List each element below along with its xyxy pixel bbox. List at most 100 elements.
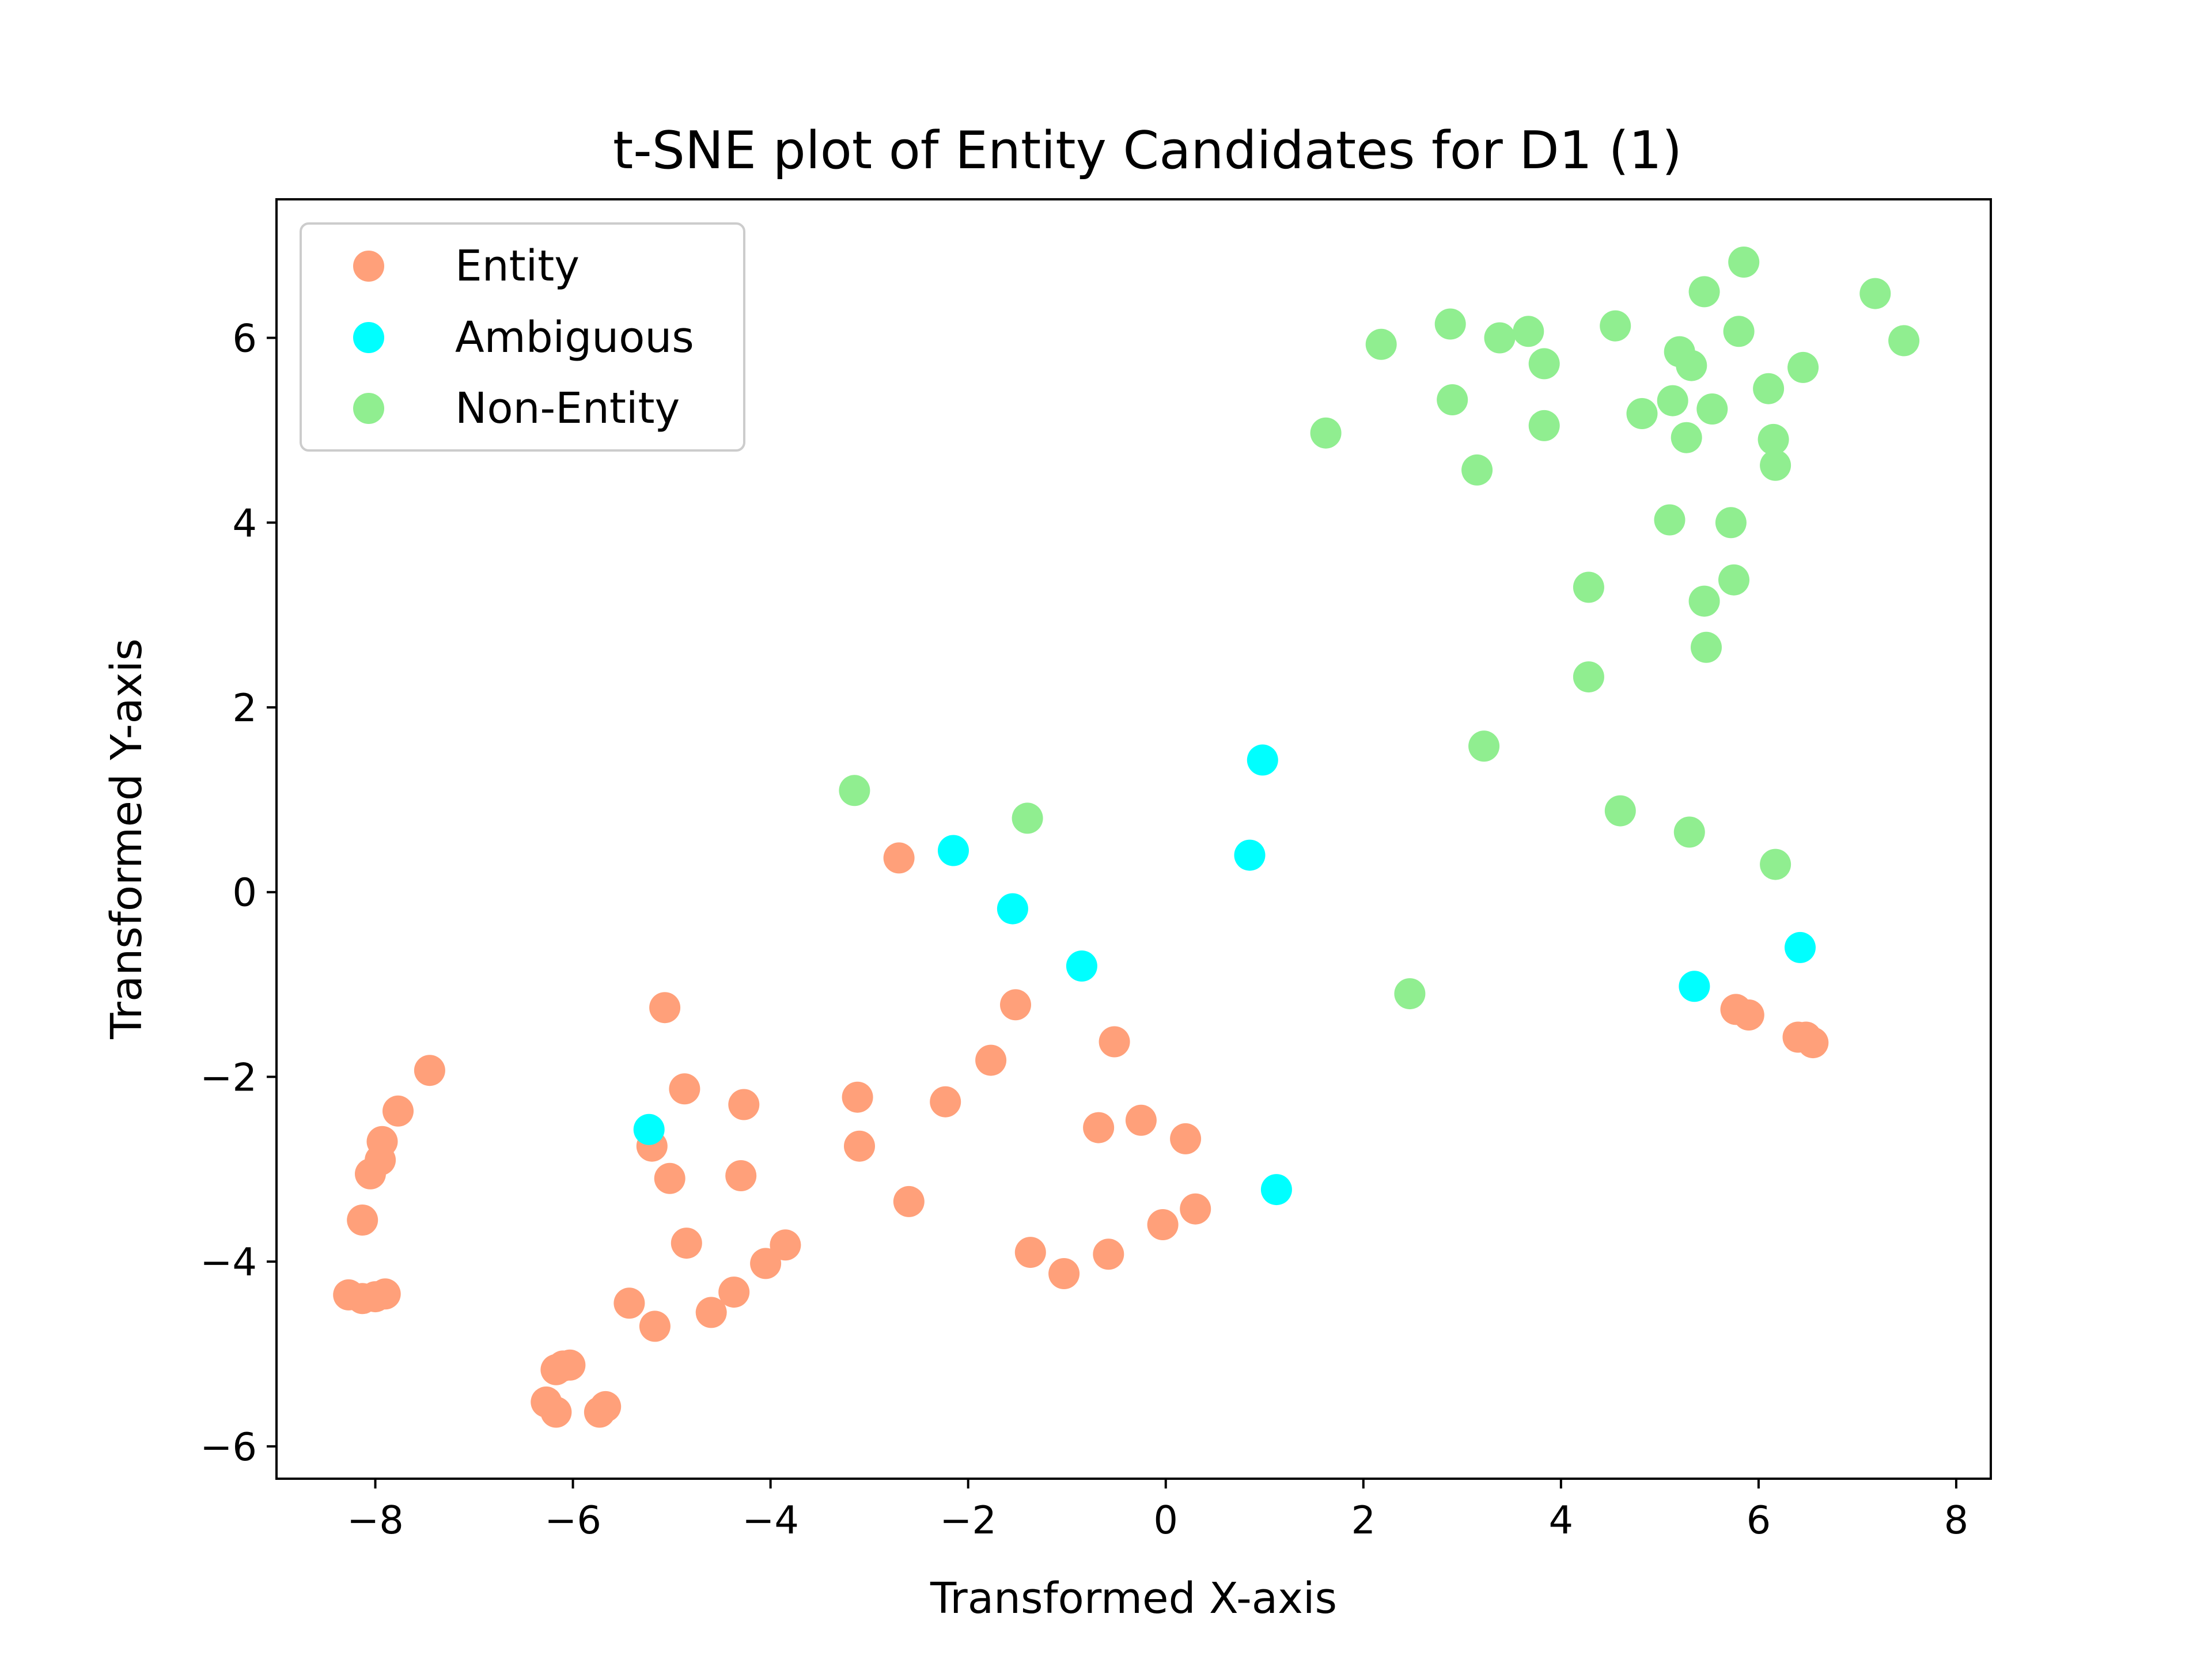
point-entity [1180, 1193, 1211, 1225]
point-ambiguous [1066, 950, 1097, 982]
point-non-entity [1688, 585, 1720, 617]
point-non-entity [1676, 350, 1707, 381]
point-entity [1014, 1237, 1046, 1268]
point-entity [1170, 1123, 1202, 1154]
point-ambiguous [633, 1113, 665, 1145]
x-tick-label: −8 [347, 1498, 404, 1543]
point-non-entity [1310, 417, 1342, 449]
x-tick-label: 4 [1549, 1498, 1574, 1543]
point-non-entity [1787, 351, 1819, 383]
point-entity [382, 1095, 414, 1127]
x-tick-label: 6 [1747, 1498, 1771, 1543]
point-non-entity [1468, 730, 1500, 762]
point-non-entity [1760, 849, 1791, 880]
point-non-entity [1626, 398, 1658, 429]
point-non-entity [1758, 423, 1789, 455]
y-tick-label: −4 [200, 1240, 257, 1285]
point-entity [883, 842, 915, 874]
legend-marker-non-entity [353, 393, 384, 424]
point-ambiguous [1785, 931, 1816, 963]
point-non-entity [1753, 373, 1785, 404]
point-non-entity [1573, 661, 1604, 693]
point-entity [347, 1205, 378, 1236]
y-tick-label: 4 [232, 501, 257, 546]
legend-marker-entity [353, 251, 384, 282]
point-entity [844, 1130, 875, 1162]
point-non-entity [1437, 384, 1468, 415]
point-non-entity [1888, 325, 1920, 357]
point-entity [1048, 1258, 1080, 1289]
point-ambiguous [997, 893, 1028, 925]
point-entity [554, 1349, 586, 1381]
x-axis-label: Transformed X-axis [930, 1574, 1337, 1623]
point-non-entity [1604, 795, 1636, 827]
data-points [333, 247, 1920, 1428]
point-non-entity [1657, 385, 1688, 416]
point-entity [750, 1248, 782, 1279]
point-entity [695, 1297, 727, 1328]
point-non-entity [1718, 564, 1749, 596]
point-non-entity [1012, 802, 1043, 834]
point-entity [1147, 1209, 1179, 1240]
point-entity [975, 1044, 1007, 1076]
point-entity [842, 1081, 873, 1113]
y-tick-label: 6 [232, 316, 257, 361]
point-entity [369, 1278, 401, 1310]
point-non-entity [1528, 348, 1560, 380]
point-non-entity [1760, 449, 1791, 481]
point-non-entity [1728, 247, 1760, 278]
x-axis-ticks: −8 −6 −4 −2 0 2 4 6 8 [347, 1479, 1968, 1543]
point-entity [590, 1391, 622, 1422]
point-ambiguous [1234, 839, 1266, 871]
point-entity [930, 1086, 961, 1118]
y-tick-label: 2 [232, 685, 257, 730]
chart-title: t-SNE plot of Entity Candidates for D1 (… [613, 120, 1682, 181]
x-tick-label: −2 [940, 1498, 997, 1543]
point-non-entity [1461, 454, 1493, 486]
point-non-entity [839, 775, 870, 806]
y-axis-label: Transformed Y-axis [102, 638, 151, 1039]
y-tick-label: −2 [200, 1055, 257, 1100]
point-entity [414, 1055, 445, 1086]
point-entity [718, 1277, 750, 1308]
point-entity [1083, 1112, 1115, 1143]
point-entity [1797, 1027, 1829, 1059]
point-non-entity [1394, 978, 1426, 1010]
legend-box [300, 222, 745, 452]
point-non-entity [1573, 571, 1604, 603]
x-tick-label: −4 [742, 1498, 799, 1543]
point-entity [669, 1073, 700, 1105]
point-entity [540, 1396, 572, 1428]
point-non-entity [1696, 393, 1728, 425]
point-non-entity [1673, 816, 1705, 848]
x-tick-label: 8 [1944, 1498, 1969, 1543]
point-entity [613, 1287, 645, 1319]
point-non-entity [1528, 410, 1560, 441]
x-tick-label: 2 [1351, 1498, 1376, 1543]
point-entity [1733, 999, 1764, 1031]
point-non-entity [1365, 328, 1397, 360]
plot-frame [275, 198, 1992, 1480]
x-tick-label: −6 [544, 1498, 601, 1543]
point-non-entity [1434, 308, 1466, 340]
point-entity [1099, 1026, 1130, 1058]
point-entity [1000, 989, 1031, 1021]
point-entity [639, 1310, 671, 1342]
point-non-entity [1859, 278, 1891, 309]
point-non-entity [1691, 631, 1722, 663]
legend-label-entity: Entity [455, 241, 579, 291]
point-non-entity [1723, 316, 1755, 347]
point-non-entity [1671, 422, 1702, 453]
legend: Entity Ambiguous Non-Entity [300, 222, 745, 452]
point-entity [654, 1162, 685, 1194]
point-entity [1125, 1104, 1157, 1136]
point-non-entity [1484, 322, 1516, 354]
point-entity [671, 1228, 702, 1259]
y-axis-ticks: −6 −4 −2 0 2 4 6 [200, 316, 276, 1469]
point-non-entity [1513, 316, 1544, 347]
point-entity [770, 1229, 801, 1261]
y-tick-label: 0 [232, 870, 257, 915]
point-ambiguous [938, 835, 969, 866]
point-entity [366, 1126, 398, 1157]
point-ambiguous [1679, 971, 1710, 1002]
